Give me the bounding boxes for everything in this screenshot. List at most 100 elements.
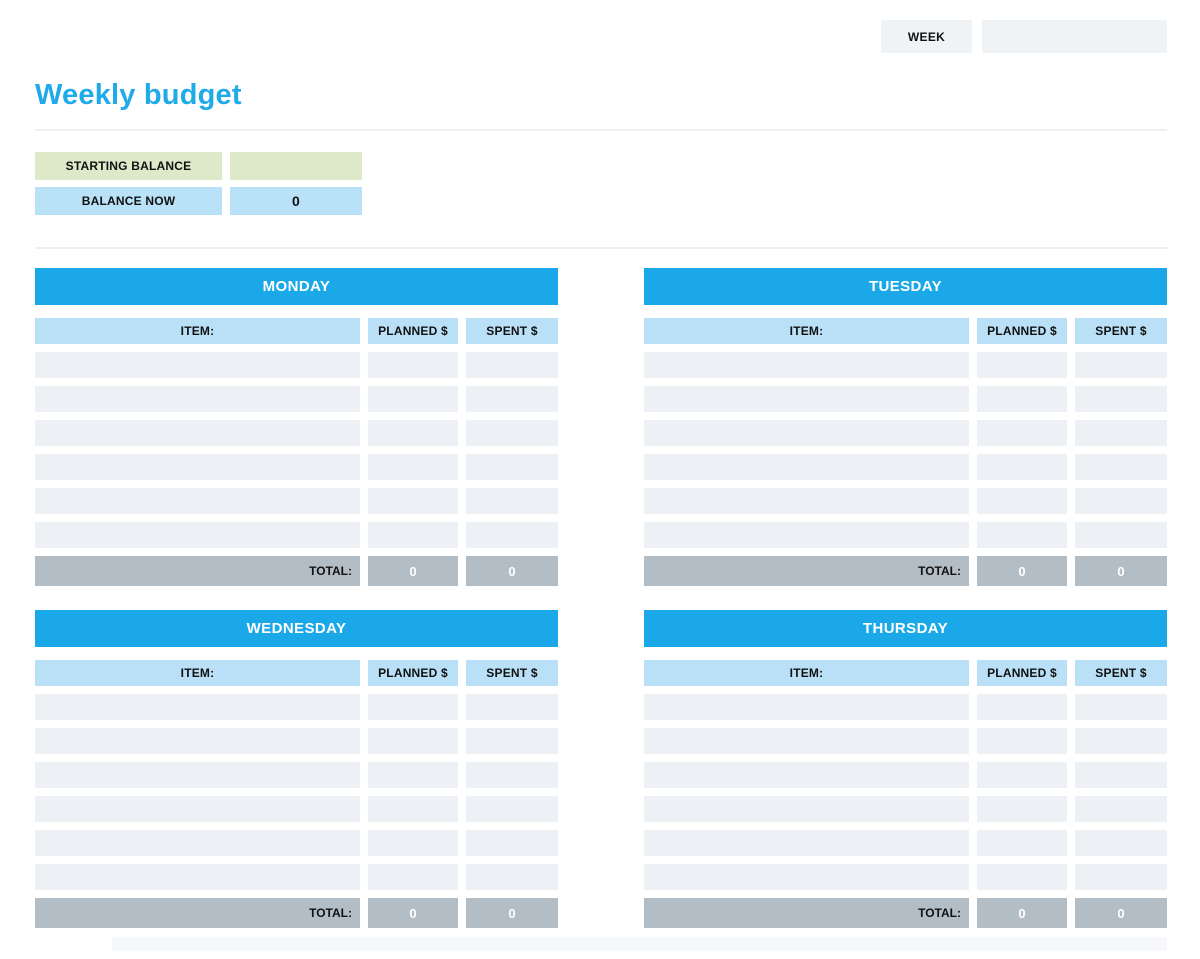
spent-cell[interactable]: [466, 728, 558, 754]
item-cell[interactable]: [644, 796, 969, 822]
planned-cell[interactable]: [977, 454, 1067, 480]
planned-cell[interactable]: [977, 762, 1067, 788]
spent-cell[interactable]: [1075, 762, 1167, 788]
balance-now-value: 0: [230, 187, 362, 215]
total-label: TOTAL:: [35, 898, 360, 928]
planned-cell[interactable]: [368, 386, 458, 412]
column-header-spent: SPENT $: [1075, 318, 1167, 344]
item-cell[interactable]: [35, 762, 360, 788]
item-cell[interactable]: [644, 728, 969, 754]
planned-cell[interactable]: [977, 830, 1067, 856]
item-cell[interactable]: [35, 522, 360, 548]
planned-cell[interactable]: [977, 352, 1067, 378]
planned-cell[interactable]: [368, 522, 458, 548]
planned-cell[interactable]: [977, 420, 1067, 446]
planned-cell[interactable]: [368, 796, 458, 822]
planned-cell[interactable]: [977, 694, 1067, 720]
planned-cell[interactable]: [368, 352, 458, 378]
planned-cell[interactable]: [977, 488, 1067, 514]
total-spent-value: 0: [466, 556, 558, 586]
item-cell[interactable]: [644, 694, 969, 720]
item-cell[interactable]: [35, 796, 360, 822]
spent-cell[interactable]: [466, 694, 558, 720]
item-cell[interactable]: [35, 864, 360, 890]
item-cell[interactable]: [35, 728, 360, 754]
spent-cell[interactable]: [1075, 488, 1167, 514]
spent-cell[interactable]: [466, 796, 558, 822]
planned-cell[interactable]: [368, 762, 458, 788]
table-row: [35, 454, 558, 480]
spent-cell[interactable]: [1075, 454, 1167, 480]
planned-cell[interactable]: [368, 728, 458, 754]
spent-cell[interactable]: [1075, 522, 1167, 548]
spent-cell[interactable]: [466, 864, 558, 890]
item-cell[interactable]: [644, 454, 969, 480]
planned-cell[interactable]: [977, 728, 1067, 754]
planned-cell[interactable]: [368, 488, 458, 514]
planned-cell[interactable]: [368, 864, 458, 890]
spent-cell[interactable]: [466, 830, 558, 856]
item-cell[interactable]: [644, 488, 969, 514]
spent-cell[interactable]: [1075, 864, 1167, 890]
spent-cell[interactable]: [466, 488, 558, 514]
spent-cell[interactable]: [466, 352, 558, 378]
table-row: [644, 522, 1167, 548]
spent-cell[interactable]: [1075, 728, 1167, 754]
total-spent-value: 0: [1075, 898, 1167, 928]
item-cell[interactable]: [644, 762, 969, 788]
table-row: [644, 352, 1167, 378]
item-cell[interactable]: [644, 830, 969, 856]
item-cell[interactable]: [35, 454, 360, 480]
planned-cell[interactable]: [368, 694, 458, 720]
item-cell[interactable]: [35, 352, 360, 378]
week-value-input[interactable]: [982, 20, 1167, 53]
planned-cell[interactable]: [368, 830, 458, 856]
planned-cell[interactable]: [368, 454, 458, 480]
item-cell[interactable]: [35, 830, 360, 856]
spent-cell[interactable]: [466, 522, 558, 548]
spent-cell[interactable]: [466, 454, 558, 480]
starting-balance-input[interactable]: [230, 152, 362, 180]
column-header-spent: SPENT $: [1075, 660, 1167, 686]
column-header-planned: PLANNED $: [977, 318, 1067, 344]
spent-cell[interactable]: [1075, 352, 1167, 378]
spent-cell[interactable]: [1075, 694, 1167, 720]
table-row: [644, 694, 1167, 720]
planned-cell[interactable]: [977, 796, 1067, 822]
spent-cell[interactable]: [1075, 386, 1167, 412]
table-row: [644, 488, 1167, 514]
spent-cell[interactable]: [1075, 796, 1167, 822]
column-header-planned: PLANNED $: [977, 660, 1067, 686]
spent-cell[interactable]: [1075, 830, 1167, 856]
item-cell[interactable]: [644, 522, 969, 548]
total-row: TOTAL: 0 0: [35, 556, 558, 586]
table-row: [644, 454, 1167, 480]
spent-cell[interactable]: [466, 420, 558, 446]
item-cell[interactable]: [644, 864, 969, 890]
planned-cell[interactable]: [368, 420, 458, 446]
column-header-spent: SPENT $: [466, 660, 558, 686]
item-cell[interactable]: [644, 420, 969, 446]
item-cell[interactable]: [644, 386, 969, 412]
balance-now-label: BALANCE NOW: [35, 187, 222, 215]
planned-cell[interactable]: [977, 522, 1067, 548]
item-cell[interactable]: [35, 386, 360, 412]
spent-cell[interactable]: [1075, 420, 1167, 446]
day-table-wednesday: WEDNESDAY ITEM: PLANNED $ SPENT $ TOTAL:…: [35, 610, 558, 928]
day-header-monday: MONDAY: [35, 268, 558, 305]
planned-cell[interactable]: [977, 864, 1067, 890]
day-header-wednesday: WEDNESDAY: [35, 610, 558, 647]
item-cell[interactable]: [35, 694, 360, 720]
bottom-shadow: [112, 937, 1167, 951]
item-cell[interactable]: [644, 352, 969, 378]
table-row: [35, 762, 558, 788]
spent-cell[interactable]: [466, 762, 558, 788]
total-row: TOTAL: 0 0: [644, 898, 1167, 928]
total-label: TOTAL:: [644, 556, 969, 586]
planned-cell[interactable]: [977, 386, 1067, 412]
item-cell[interactable]: [35, 488, 360, 514]
spent-cell[interactable]: [466, 386, 558, 412]
item-cell[interactable]: [35, 420, 360, 446]
table-row: [644, 796, 1167, 822]
